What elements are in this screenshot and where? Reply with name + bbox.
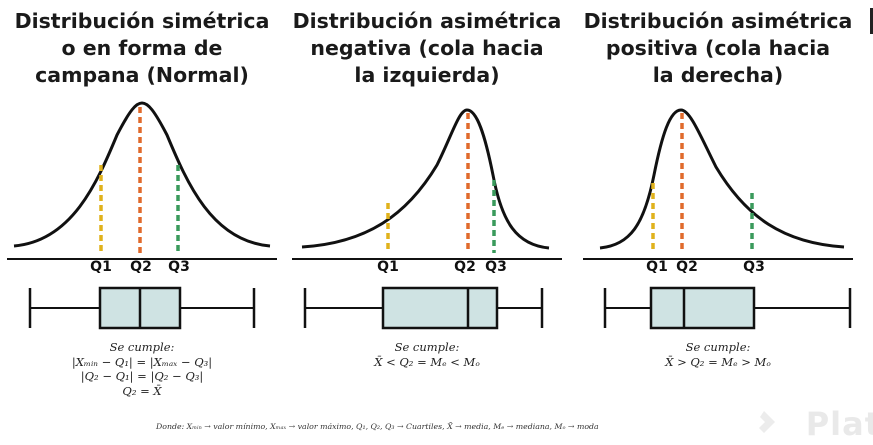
panel-negative-skew: Distribución asimétrica negativa (cola h… xyxy=(287,0,567,400)
distribution-curve-negative xyxy=(292,108,562,260)
skewed-curve xyxy=(599,108,845,250)
title-line: la derecha) xyxy=(652,63,784,87)
distribution-curve-symmetric xyxy=(7,101,277,260)
formula-line: |Q₂ − Q₁| = |Q₂ − Q₃| xyxy=(80,369,204,383)
formula-line: Se cumple: xyxy=(109,340,175,354)
q1-label: Q1 xyxy=(377,259,399,275)
q3-label: Q3 xyxy=(168,259,190,275)
watermark-logo: Plat xyxy=(805,405,873,443)
q3-label: Q3 xyxy=(743,259,765,275)
q2-label: Q2 xyxy=(130,259,152,275)
title-line: campana (Normal) xyxy=(35,63,249,87)
title-line: positiva (cola hacia xyxy=(605,36,831,60)
boxplot-positive xyxy=(603,286,852,330)
window-edge-mark xyxy=(870,8,873,34)
formula-line: Se cumple: xyxy=(685,340,751,354)
box-iqr xyxy=(649,286,756,330)
legend-footnote: Donde: Xₘᵢₙ → valor mínimo, Xₘₐₓ → valor… xyxy=(156,422,599,431)
formula-block: Se cumple: X̄ > Q₂ = Mₑ > Mₒ xyxy=(578,340,858,369)
formula-block: Se cumple: |Xₘᵢₙ − Q₁| = |Xₘₐₓ − Q₃| |Q₂… xyxy=(2,340,282,398)
title-line: Distribución simétrica xyxy=(14,9,270,33)
q2-label: Q2 xyxy=(454,259,476,275)
formula-line: X̄ < Q₂ = Mₑ < Mₒ xyxy=(374,354,480,369)
box-iqr xyxy=(381,286,499,330)
q2-label: Q2 xyxy=(676,259,698,275)
distribution-curve-positive xyxy=(583,108,853,260)
skewed-curve xyxy=(301,108,550,250)
formula-line: Q₂ = X̄ xyxy=(122,383,162,398)
q1-label: Q1 xyxy=(90,259,112,275)
q3-label: Q3 xyxy=(485,259,507,275)
platzi-logo-icon xyxy=(759,411,775,433)
q1-label: Q1 xyxy=(646,259,668,275)
formula-line: |Xₘᵢₙ − Q₁| = |Xₘₐₓ − Q₃| xyxy=(71,354,213,369)
title-line: la izquierda) xyxy=(354,63,500,87)
panel-title: Distribución asimétrica positiva (cola h… xyxy=(578,8,858,89)
panel-title: Distribución asimétrica negativa (cola h… xyxy=(287,8,567,89)
title-line: negativa (cola hacia xyxy=(310,36,544,60)
title-line: Distribución asimétrica xyxy=(292,9,562,33)
title-line: o en forma de xyxy=(61,36,223,60)
title-line: Distribución asimétrica xyxy=(583,9,853,33)
formula-block: Se cumple: X̄ < Q₂ = Mₑ < Mₒ xyxy=(287,340,567,369)
boxplot-symmetric xyxy=(28,286,256,330)
panel-symmetric: Distribución simétrica o en forma de cam… xyxy=(2,0,282,400)
bell-curve xyxy=(13,101,271,248)
formula-line: X̄ > Q₂ = Mₑ > Mₒ xyxy=(665,354,771,369)
panel-title: Distribución simétrica o en forma de cam… xyxy=(2,8,282,89)
panel-positive-skew: Distribución asimétrica positiva (cola h… xyxy=(578,0,858,400)
boxplot-negative xyxy=(303,286,544,330)
formula-line: Se cumple: xyxy=(394,340,460,354)
